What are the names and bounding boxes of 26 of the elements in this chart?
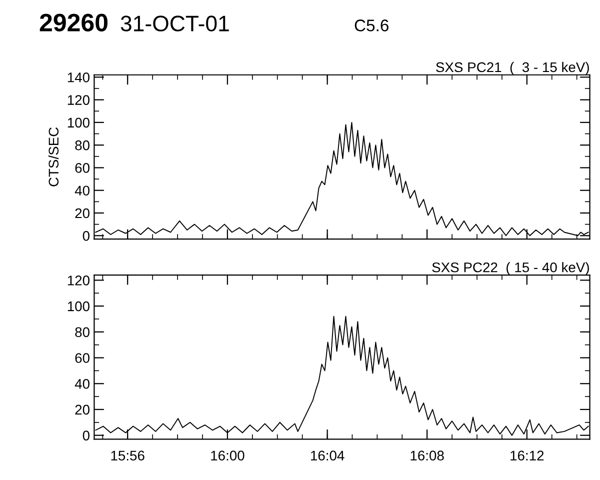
- y-tick-label: 20: [75, 404, 90, 415]
- y-tick-label: 0: [82, 230, 90, 241]
- y-tick-label: 140: [68, 72, 90, 82]
- y-tick-label: 100: [68, 301, 90, 312]
- x-tick-label: 16:12: [510, 450, 544, 461]
- x-tick-label: 16:04: [311, 450, 344, 461]
- y-axis-title: CTS/SEC: [48, 127, 59, 186]
- x-tick-label: 16:08: [410, 450, 444, 461]
- y-tick-label: 0: [82, 430, 90, 440]
- y-tick-label: 60: [75, 163, 90, 173]
- x-tick-label: 15:56: [111, 450, 144, 461]
- y-tick-label: 80: [75, 327, 90, 338]
- chart-title: SXS PC22 ( 15 - 40 keV): [432, 262, 589, 276]
- chart-title: SXS PC21 ( 3 - 15 keV): [436, 62, 589, 75]
- y-tick-label: 120: [68, 95, 90, 105]
- x-tick-label: 16:00: [211, 450, 244, 461]
- y-tick-label: 100: [68, 118, 90, 128]
- y-tick-label: 40: [74, 378, 90, 389]
- text: 31-OCT-01: [120, 16, 229, 32]
- y-tick-label: 20: [75, 208, 90, 218]
- y-tick-label: 60: [75, 353, 90, 363]
- text: 29260: [40, 14, 108, 32]
- y-tick-label: 80: [75, 140, 90, 150]
- y-tick-label: 120: [68, 276, 90, 286]
- y-tick-label: 40: [74, 186, 90, 196]
- text: C5.6: [354, 20, 388, 32]
